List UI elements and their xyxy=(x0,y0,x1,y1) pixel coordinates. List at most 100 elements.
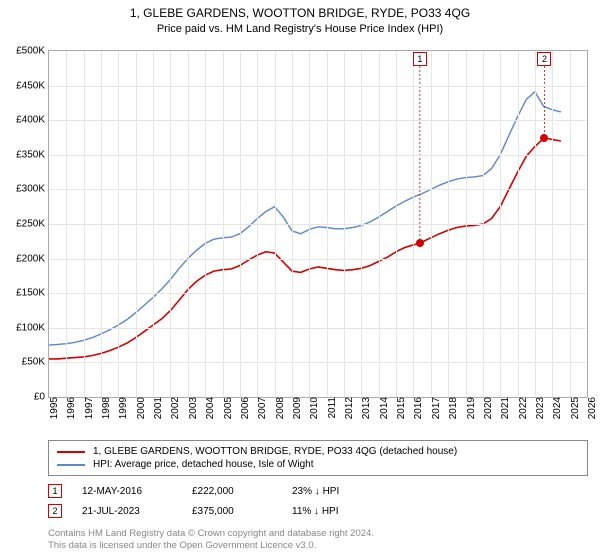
y-axis-label: £400K xyxy=(16,115,49,126)
x-axis-label: 2026 xyxy=(583,397,598,419)
grid-line xyxy=(170,51,171,397)
y-axis-label: £300K xyxy=(16,184,49,195)
x-axis-label: 2008 xyxy=(271,397,286,419)
grid-line xyxy=(49,120,587,121)
grid-line xyxy=(223,51,224,397)
grid-line xyxy=(188,51,189,397)
legend-swatch xyxy=(57,464,85,466)
grid-line xyxy=(153,51,154,397)
x-axis-label: 2023 xyxy=(531,397,546,419)
grid-line xyxy=(49,362,587,363)
grid-line xyxy=(49,224,587,225)
grid-line xyxy=(257,51,258,397)
sale-delta: 23% ↓ HPI xyxy=(292,486,339,497)
x-axis-label: 2009 xyxy=(288,397,303,419)
y-axis-label: £100K xyxy=(16,322,49,333)
x-axis-label: 2004 xyxy=(201,397,216,419)
grid-line xyxy=(49,86,587,87)
series-hpi xyxy=(49,92,561,345)
footer-line: Contains HM Land Registry data © Crown c… xyxy=(48,528,588,540)
y-axis-label: £250K xyxy=(16,219,49,230)
chart-subtitle: Price paid vs. HM Land Registry's House … xyxy=(0,20,600,35)
x-axis-label: 2007 xyxy=(253,397,268,419)
x-axis-label: 1999 xyxy=(114,397,129,419)
sale-date: 21-JUL-2023 xyxy=(82,506,172,517)
x-axis-label: 2014 xyxy=(375,397,390,419)
grid-line xyxy=(466,51,467,397)
x-axis-label: 2021 xyxy=(496,397,511,419)
x-axis-label: 2015 xyxy=(392,397,407,419)
legend-label: HPI: Average price, detached house, Isle… xyxy=(93,459,314,470)
sale-row: 2 21-JUL-2023 £375,000 11% ↓ HPI xyxy=(48,504,588,518)
x-axis-label: 2020 xyxy=(479,397,494,419)
x-axis-label: 2005 xyxy=(219,397,234,419)
series-price_paid xyxy=(49,138,561,359)
grid-line xyxy=(535,51,536,397)
x-axis-label: 2000 xyxy=(132,397,147,419)
grid-line xyxy=(431,51,432,397)
grid-line xyxy=(66,51,67,397)
grid-line xyxy=(396,51,397,397)
sale-delta: 11% ↓ HPI xyxy=(292,506,339,517)
grid-line xyxy=(101,51,102,397)
sale-price: £222,000 xyxy=(192,486,272,497)
x-axis-label: 2025 xyxy=(566,397,581,419)
grid-line xyxy=(205,51,206,397)
legend-label: 1, GLEBE GARDENS, WOOTTON BRIDGE, RYDE, … xyxy=(93,446,457,457)
grid-line xyxy=(292,51,293,397)
y-axis-label: £500K xyxy=(16,46,49,57)
grid-line xyxy=(500,51,501,397)
grid-line xyxy=(118,51,119,397)
y-axis-label: £200K xyxy=(16,253,49,264)
sale-date: 12-MAY-2016 xyxy=(82,486,172,497)
sale-marker-box: 1 xyxy=(48,484,62,498)
x-axis-label: 2024 xyxy=(548,397,563,419)
x-axis-label: 1998 xyxy=(97,397,112,419)
x-axis-label: 2013 xyxy=(357,397,372,419)
grid-line xyxy=(570,51,571,397)
sale-marker-dot xyxy=(540,134,548,142)
footer-text: Contains HM Land Registry data © Crown c… xyxy=(48,528,588,553)
x-axis-label: 2012 xyxy=(340,397,355,419)
grid-line xyxy=(49,293,587,294)
legend-box: 1, GLEBE GARDENS, WOOTTON BRIDGE, RYDE, … xyxy=(48,440,588,476)
footer-line: This data is licensed under the Open Gov… xyxy=(48,540,588,552)
sale-marker-box: 2 xyxy=(537,52,551,66)
grid-line xyxy=(518,51,519,397)
x-axis-label: 1996 xyxy=(62,397,77,419)
x-axis-label: 2022 xyxy=(514,397,529,419)
x-axis-label: 1995 xyxy=(45,397,60,419)
sale-row: 1 12-MAY-2016 £222,000 23% ↓ HPI xyxy=(48,484,588,498)
grid-line xyxy=(309,51,310,397)
grid-line xyxy=(49,259,587,260)
grid-line xyxy=(413,51,414,397)
y-axis-label: £350K xyxy=(16,149,49,160)
legend-item: 1, GLEBE GARDENS, WOOTTON BRIDGE, RYDE, … xyxy=(57,445,579,458)
x-axis-label: 2019 xyxy=(462,397,477,419)
x-axis-label: 2001 xyxy=(149,397,164,419)
grid-line xyxy=(240,51,241,397)
x-axis-label: 2006 xyxy=(236,397,251,419)
grid-line xyxy=(275,51,276,397)
grid-line xyxy=(136,51,137,397)
x-axis-label: 2018 xyxy=(444,397,459,419)
chart-plot-area: £0£50K£100K£150K£200K£250K£300K£350K£400… xyxy=(48,50,588,398)
x-axis-label: 2010 xyxy=(305,397,320,419)
x-axis-label: 1997 xyxy=(80,397,95,419)
grid-line xyxy=(49,328,587,329)
grid-line xyxy=(552,51,553,397)
legend-item: HPI: Average price, detached house, Isle… xyxy=(57,458,579,471)
sale-price: £375,000 xyxy=(192,506,272,517)
x-axis-label: 2011 xyxy=(323,397,338,419)
grid-line xyxy=(483,51,484,397)
x-axis-label: 2003 xyxy=(184,397,199,419)
grid-line xyxy=(448,51,449,397)
sale-marker-dot xyxy=(416,239,424,247)
grid-line xyxy=(49,189,587,190)
grid-line xyxy=(379,51,380,397)
grid-line xyxy=(327,51,328,397)
y-axis-label: £450K xyxy=(16,80,49,91)
grid-line xyxy=(84,51,85,397)
y-axis-label: £50K xyxy=(22,357,49,368)
sale-marker-box: 1 xyxy=(413,52,427,66)
